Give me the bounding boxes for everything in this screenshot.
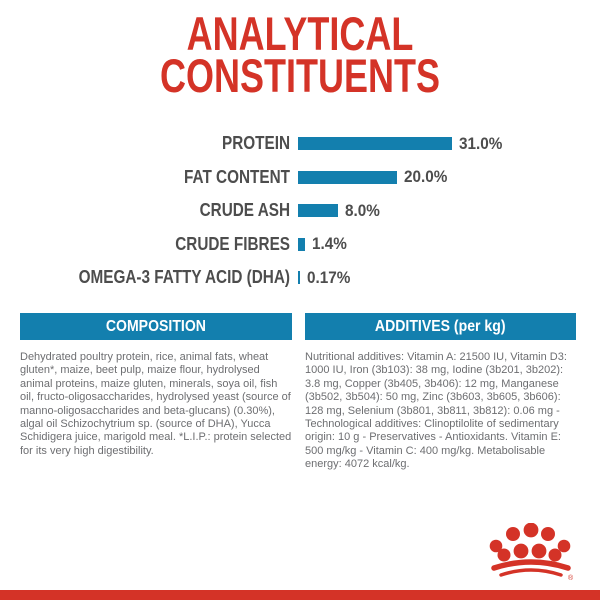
chart-bar <box>298 237 305 251</box>
chart-category-label: CRUDE FIBRES <box>175 233 290 254</box>
analytical-constituents-chart: PROTEIN 31.0% FAT CONTENT 20.0% CRUDE ASH 8.0… <box>20 127 580 295</box>
chart-value-label: 20.0% <box>404 167 448 187</box>
chart-row: CRUDE ASH 8.0% <box>20 194 580 228</box>
chart-bar <box>298 170 398 184</box>
chart-category-label: CRUDE ASH <box>199 200 290 221</box>
chart-value-label: 31.0% <box>459 133 503 153</box>
royal-canin-crown-logo-icon: ® <box>489 523 574 582</box>
chart-value-label: 1.4% <box>311 234 347 254</box>
chart-value-label: 0.17% <box>306 267 350 287</box>
chart-row: PROTEIN 31.0% <box>20 127 580 161</box>
chart-bar <box>298 271 300 285</box>
chart-bar <box>298 137 453 151</box>
additives-header: ADDITIVES (per kg) <box>305 313 576 340</box>
chart-category-label: OMEGA-3 FATTY ACID (DHA) <box>78 267 290 288</box>
chart-bar <box>298 204 338 218</box>
additives-section: ADDITIVES (per kg) Nutritional additives… <box>305 313 576 472</box>
additives-header-label: ADDITIVES (per kg) <box>375 317 506 335</box>
page-title-line-1: ANALYTICAL <box>186 6 414 61</box>
composition-body-text: Dehydrated poultry protein, rice, animal… <box>20 351 292 457</box>
composition-header-label: COMPOSITION <box>105 317 207 335</box>
chart-row: CRUDE FIBRES 1.4% <box>20 228 580 262</box>
additives-body-text: Nutritional additives: Vitamin A: 21500 … <box>305 351 567 471</box>
chart-row: FAT CONTENT 20.0% <box>20 161 580 195</box>
chart-row: OMEGA-3 FATTY ACID (DHA) 0.17% <box>20 261 580 295</box>
chart-value-label: 8.0% <box>344 200 380 220</box>
bottom-red-band <box>0 590 600 600</box>
page-title-line-2: CONSTITUENTS <box>159 48 441 103</box>
chart-category-label: PROTEIN <box>221 133 290 154</box>
composition-section: COMPOSITION Dehydrated poultry protein, … <box>20 313 292 458</box>
registered-trademark-symbol: ® <box>568 574 574 582</box>
page-title: ANALYTICAL CONSTITUENTS <box>0 6 600 103</box>
composition-header: COMPOSITION <box>20 313 292 340</box>
chart-category-label: FAT CONTENT <box>184 166 290 187</box>
